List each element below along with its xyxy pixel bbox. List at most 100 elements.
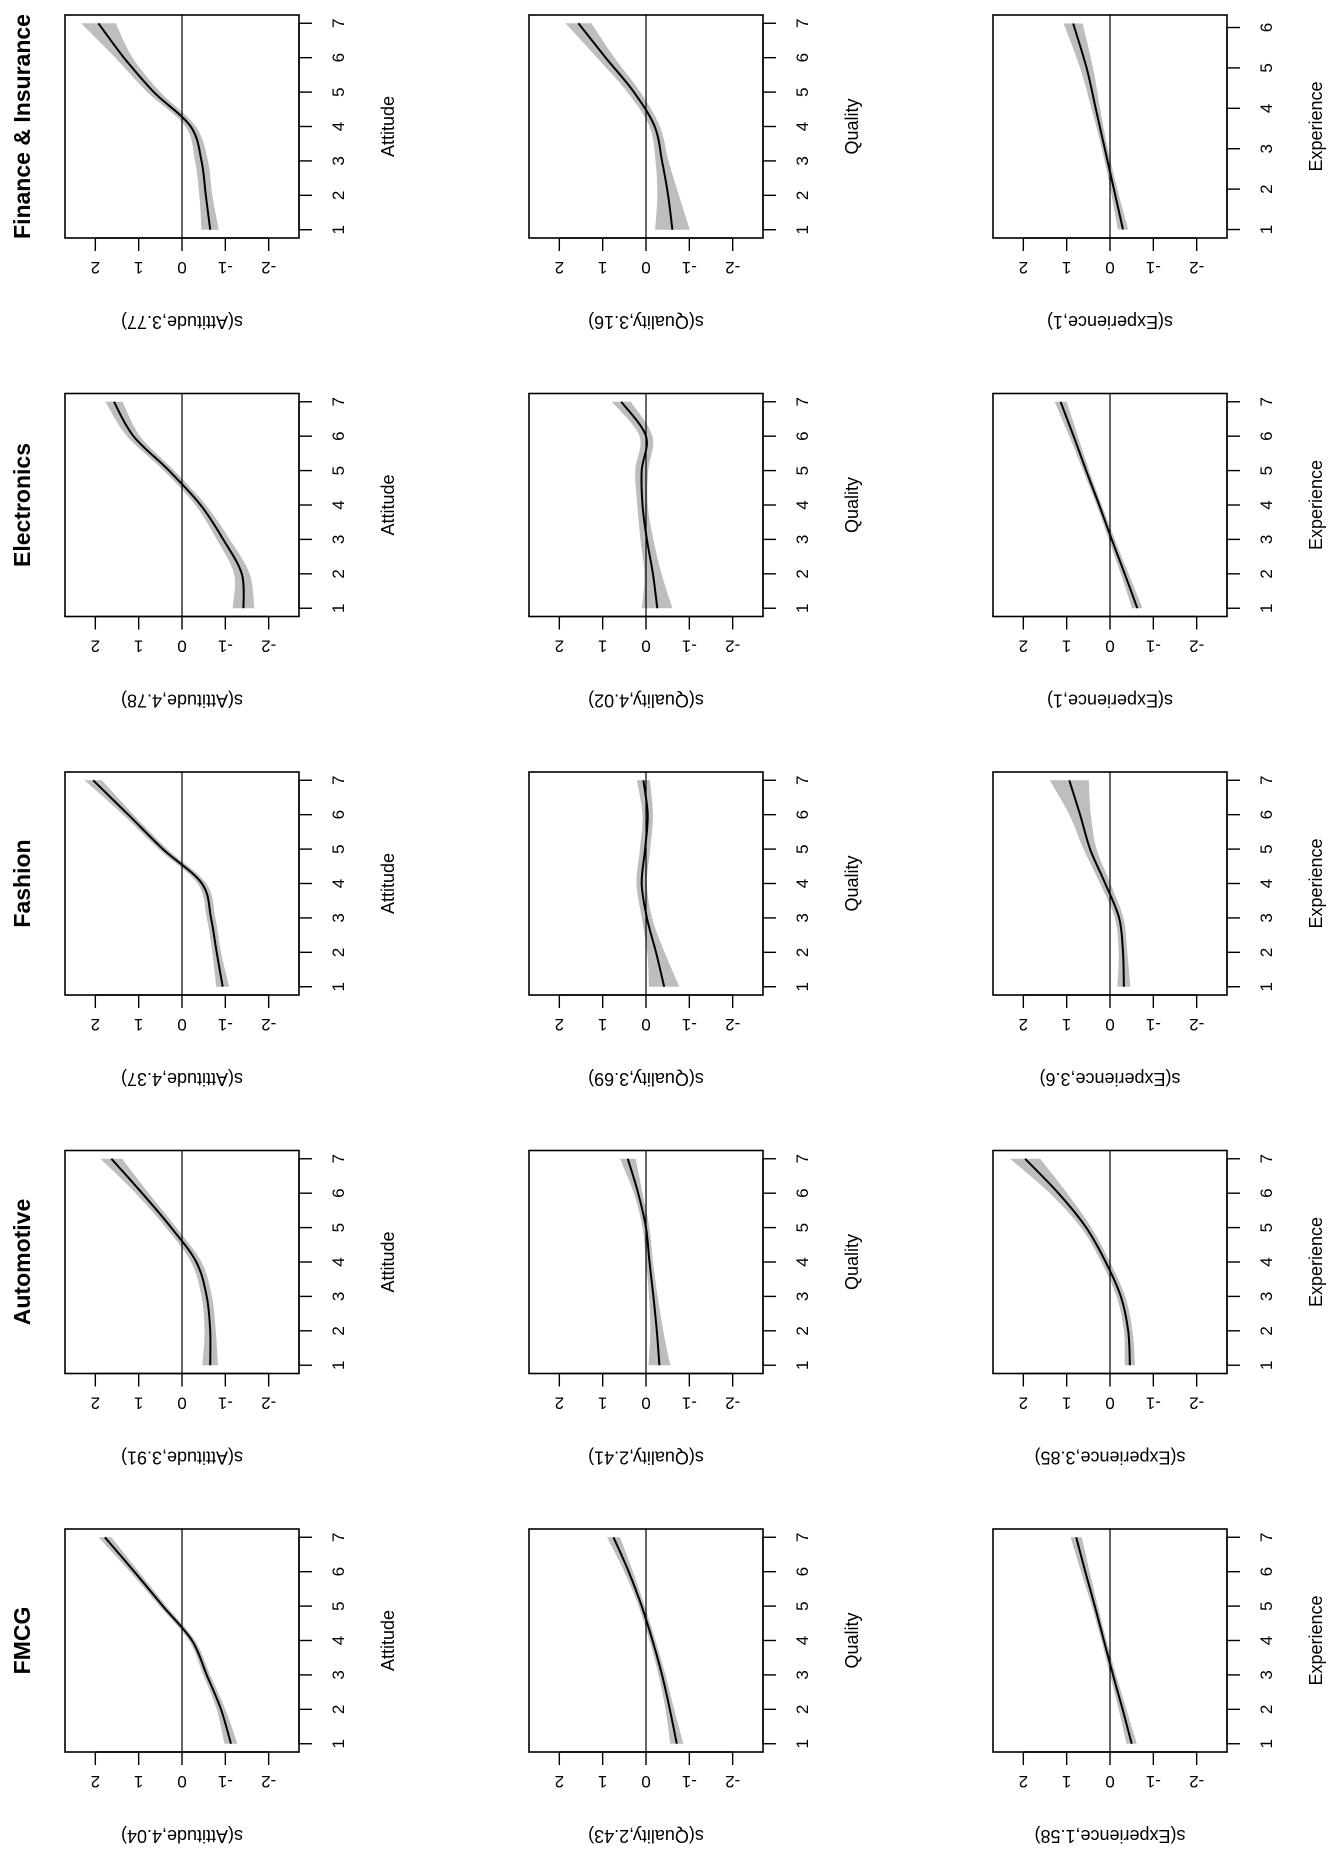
- x-tick-label: 4: [1257, 104, 1276, 113]
- y-tick-label: 0: [641, 1772, 650, 1791]
- x-tick-label: 3: [329, 1292, 348, 1301]
- y-tick-label: 1: [598, 1772, 607, 1791]
- x-axis: 1 2 3 4 5 6 7: [1226, 1154, 1276, 1370]
- panel-column-title: Electronics: [9, 443, 35, 567]
- y-tick-label: 1: [1062, 1394, 1071, 1413]
- x-axis: 1 2 3 4 5 6 7: [762, 19, 812, 234]
- x-tick-label: 7: [793, 397, 812, 406]
- confidence-band: [1009, 1158, 1136, 1366]
- y-axis-label: s(Quality,2.41): [588, 1448, 704, 1468]
- x-tick-label: 3: [329, 1670, 348, 1679]
- x-tick-label: 7: [1257, 397, 1276, 406]
- x-axis: 1 2 3 4 5 6 7: [298, 776, 348, 991]
- x-axis: 1 2 3 4 5 6 7: [1226, 776, 1276, 991]
- x-tick-label: 2: [329, 569, 348, 578]
- x-tick-label: 3: [329, 913, 348, 922]
- panel-automotive-attitude: 1 2 3 4 5 6 7 Attitude -2 -1 0 1 2 s(Attitude,3.91) Au…: [9, 1149, 398, 1468]
- x-tick-label: 6: [329, 810, 348, 819]
- x-tick-label: 1: [329, 604, 348, 613]
- y-tick-label: 2: [555, 1015, 564, 1034]
- x-axis-label: Attitude: [378, 1231, 398, 1292]
- x-axis: 1 2 3 4 5 6 7: [762, 1533, 812, 1748]
- x-axis: 1 2 3 4 5 6 7: [298, 1533, 348, 1748]
- x-tick-label: 4: [793, 879, 812, 888]
- x-tick-label: 7: [329, 776, 348, 785]
- x-tick-label: 5: [329, 87, 348, 96]
- y-tick-label: -2: [1189, 637, 1204, 656]
- x-tick-label: 4: [793, 1257, 812, 1266]
- y-tick-label: 0: [1105, 637, 1114, 656]
- x-tick-label: 1: [1257, 982, 1276, 991]
- panel-column-title: Automotive: [9, 1199, 35, 1326]
- panel-finance-insurance-attitude: 1 2 3 4 5 6 7 Attitude -2 -1 0 1 2 s(Attitude,3.77) Fi…: [9, 14, 398, 332]
- x-axis-label: Quality: [842, 98, 862, 154]
- x-axis: 1 2 3 4 5 6 7: [298, 1154, 348, 1370]
- y-tick-label: -1: [682, 258, 697, 277]
- x-tick-label: 6: [793, 1567, 812, 1576]
- y-axis: -2 -1 0 1 2: [1019, 994, 1204, 1034]
- x-axis-label: Attitude: [378, 853, 398, 914]
- x-tick-label: 3: [793, 156, 812, 165]
- y-tick-label: 1: [1062, 1772, 1071, 1791]
- x-tick-label: 4: [793, 1636, 812, 1645]
- x-axis-label: Attitude: [378, 1610, 398, 1671]
- x-tick-label: 1: [329, 225, 348, 234]
- y-axis-label: s(Quality,3.69): [588, 1069, 704, 1089]
- y-axis: -2 -1 0 1 2: [555, 237, 740, 277]
- smooth-fit-line: [620, 401, 659, 609]
- y-tick-label: 0: [177, 637, 186, 656]
- x-tick-label: 2: [1257, 569, 1276, 578]
- y-tick-label: 0: [177, 1015, 186, 1034]
- x-tick-label: 4: [1257, 1257, 1276, 1266]
- x-tick-label: 4: [1257, 1636, 1276, 1645]
- panel-electronics-attitude: 1 2 3 4 5 6 7 Attitude -2 -1 0 1 2 s(Attitude,4.78) El…: [9, 392, 398, 711]
- smooth-fit-line: [110, 1158, 212, 1366]
- panel-fashion-quality: 1 2 3 4 5 6 7 Quality -2 -1 0 1 2 s(Quality,3.69): [528, 771, 862, 1089]
- panel-fashion-experience: 1 2 3 4 5 6 7 Experience -2 -1 0 1 2 s(Experience,3.6…: [992, 771, 1326, 1089]
- y-tick-label: 1: [134, 258, 143, 277]
- y-axis-label: s(Attitude,4.04): [121, 1826, 243, 1846]
- x-tick-label: 2: [329, 948, 348, 957]
- y-tick-label: 0: [177, 258, 186, 277]
- panel-finance-insurance-experience: 1 2 3 4 5 6 Experience -2 -1 0 1 2 s(Experience,1): [992, 14, 1326, 332]
- y-tick-label: -2: [1189, 1772, 1204, 1791]
- x-tick-label: 3: [793, 913, 812, 922]
- x-tick-label: 1: [1257, 604, 1276, 613]
- y-axis-label: s(Attitude,3.91): [121, 1448, 243, 1468]
- smooth-fit-line: [1072, 23, 1124, 230]
- y-tick-label: 0: [1105, 258, 1114, 277]
- x-tick-label: 6: [329, 431, 348, 440]
- panel-electronics-quality: 1 2 3 4 5 6 7 Quality -2 -1 0 1 2 s(Quality,4.02): [528, 392, 862, 711]
- x-tick-label: 2: [1257, 1705, 1276, 1714]
- x-tick-label: 5: [793, 1223, 812, 1232]
- x-tick-label: 6: [1257, 23, 1276, 32]
- x-tick-label: 3: [1257, 913, 1276, 922]
- x-tick-label: 6: [793, 431, 812, 440]
- y-tick-label: -1: [218, 258, 233, 277]
- x-axis-label: Experience: [1306, 1217, 1326, 1307]
- x-axis: 1 2 3 4 5 6 7: [762, 776, 812, 991]
- y-tick-label: -2: [261, 637, 276, 656]
- y-axis: -2 -1 0 1 2: [91, 994, 276, 1034]
- x-tick-label: 4: [329, 1257, 348, 1266]
- y-tick-label: -2: [725, 1772, 740, 1791]
- x-axis-label: Experience: [1306, 1595, 1326, 1685]
- x-tick-label: 6: [1257, 1567, 1276, 1576]
- x-tick-label: 1: [329, 1739, 348, 1748]
- x-tick-label: 5: [329, 1223, 348, 1232]
- y-tick-label: 0: [641, 637, 650, 656]
- x-axis-label: Attitude: [378, 474, 398, 535]
- y-tick-label: 2: [91, 1015, 100, 1034]
- confidence-band: [105, 401, 255, 609]
- confidence-band: [100, 1158, 218, 1366]
- y-axis-label: s(Quality,3.16): [588, 312, 704, 332]
- x-tick-label: 7: [793, 19, 812, 28]
- y-tick-label: 1: [598, 1015, 607, 1034]
- y-tick-label: 0: [1105, 1772, 1114, 1791]
- y-axis-label: s(Quality,4.02): [588, 691, 704, 711]
- y-tick-label: 1: [134, 1394, 143, 1413]
- x-tick-label: 5: [329, 1601, 348, 1610]
- y-tick-label: -1: [218, 637, 233, 656]
- y-tick-label: -1: [682, 1015, 697, 1034]
- x-tick-label: 1: [793, 1361, 812, 1370]
